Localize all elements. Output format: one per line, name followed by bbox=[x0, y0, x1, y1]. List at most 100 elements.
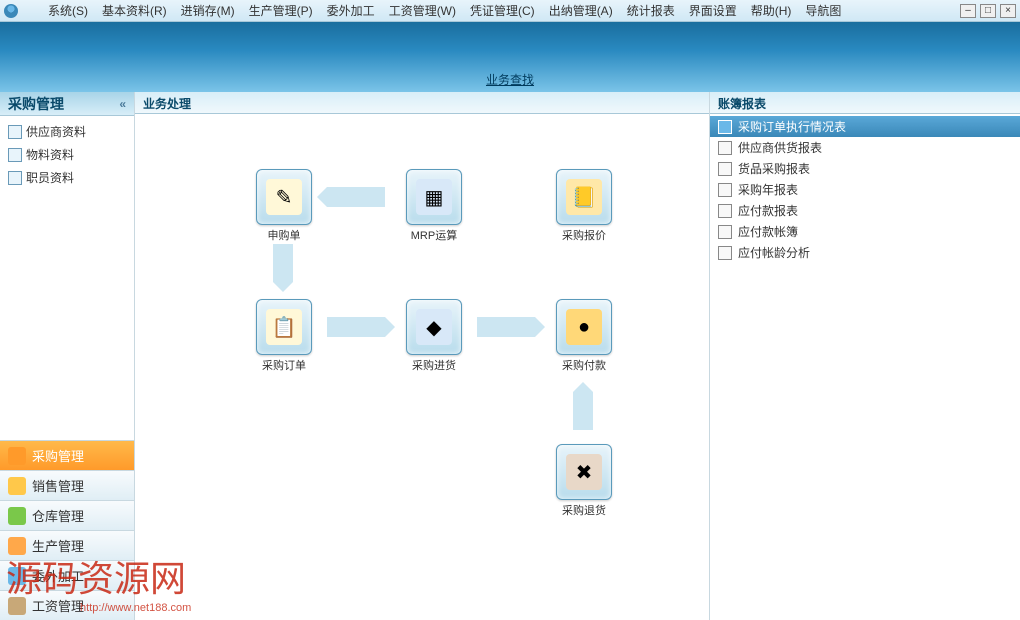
report-item[interactable]: 货品采购报表 bbox=[710, 158, 1020, 179]
flow-node-mrp[interactable]: ▦ MRP运算 bbox=[403, 169, 465, 243]
maximize-button[interactable]: □ bbox=[980, 4, 996, 18]
flow-tile[interactable]: 📋 bbox=[256, 299, 312, 355]
header-band: 业务查找 bbox=[0, 22, 1020, 92]
nav-label: 采购管理 bbox=[32, 446, 84, 465]
tile-icon: ▦ bbox=[416, 179, 452, 215]
report-label: 应付款帐簿 bbox=[738, 223, 798, 240]
nav-icon bbox=[8, 537, 26, 555]
menu-item[interactable]: 导航图 bbox=[799, 0, 847, 21]
left-panel-title: 采购管理 « bbox=[0, 92, 134, 116]
tree-item-label: 供应商资料 bbox=[26, 123, 86, 140]
tree-item[interactable]: 职员资料 bbox=[4, 166, 130, 189]
menu-item[interactable]: 凭证管理(C) bbox=[464, 0, 541, 21]
nav-button[interactable]: 仓库管理 bbox=[0, 500, 134, 530]
close-button[interactable]: × bbox=[1000, 4, 1016, 18]
flow-arrow bbox=[327, 317, 385, 337]
menu-item[interactable]: 进销存(M) bbox=[175, 0, 241, 21]
menu-bar: 系统(S)基本资料(R)进销存(M)生产管理(P)委外加工工资管理(W)凭证管理… bbox=[42, 0, 847, 21]
tile-icon: ✎ bbox=[266, 179, 302, 215]
flow-node-bj[interactable]: 📒采购报价 bbox=[553, 169, 615, 243]
flow-tile[interactable]: ✎ bbox=[256, 169, 312, 225]
window-controls: – □ × bbox=[960, 4, 1016, 18]
tile-icon: 📒 bbox=[566, 179, 602, 215]
flow-label: MRP运算 bbox=[403, 227, 465, 243]
nav-icon bbox=[8, 477, 26, 495]
flow-node-jh[interactable]: ◆采购进货 bbox=[403, 299, 465, 373]
menu-item[interactable]: 基本资料(R) bbox=[96, 0, 173, 21]
right-title: 账簿报表 bbox=[710, 92, 1020, 114]
nav-stack: 采购管理销售管理仓库管理生产管理委外加工工资管理 bbox=[0, 440, 134, 620]
flow-node-dd[interactable]: 📋采购订单 bbox=[253, 299, 315, 373]
menu-item[interactable]: 工资管理(W) bbox=[383, 0, 462, 21]
menu-item[interactable]: 界面设置 bbox=[683, 0, 743, 21]
flow-tile[interactable]: ◆ bbox=[406, 299, 462, 355]
nav-button[interactable]: 委外加工 bbox=[0, 560, 134, 590]
right-panel: 账簿报表 采购订单执行情况表供应商供货报表货品采购报表采购年报表应付款报表应付款… bbox=[710, 92, 1020, 620]
menu-item[interactable]: 帮助(H) bbox=[745, 0, 798, 21]
nav-icon bbox=[8, 567, 26, 585]
flow-tile[interactable]: ● bbox=[556, 299, 612, 355]
flow-node-th[interactable]: ✖ 采购退货 bbox=[553, 444, 615, 518]
menu-item[interactable]: 出纳管理(A) bbox=[543, 0, 619, 21]
report-label: 供应商供货报表 bbox=[738, 139, 822, 156]
tree-item-label: 物料资料 bbox=[26, 146, 74, 163]
flow-area: ✎ 申购单 ▦ MRP运算 📒采购报价 📋采购订单 ◆采购进货 ● 采购付款 ✖ 采购退货 bbox=[135, 114, 709, 620]
flow-label: 申购单 bbox=[253, 227, 315, 243]
report-label: 货品采购报表 bbox=[738, 160, 810, 177]
report-item[interactable]: 应付款报表 bbox=[710, 200, 1020, 221]
nav-icon bbox=[8, 447, 26, 465]
nav-button[interactable]: 生产管理 bbox=[0, 530, 134, 560]
nav-label: 生产管理 bbox=[32, 536, 84, 555]
menu-item[interactable]: 生产管理(P) bbox=[243, 0, 319, 21]
flow-node-fk[interactable]: ● 采购付款 bbox=[553, 299, 615, 373]
menu-item[interactable]: 委外加工 bbox=[321, 0, 381, 21]
title-bar: 系统(S)基本资料(R)进销存(M)生产管理(P)委外加工工资管理(W)凭证管理… bbox=[0, 0, 1020, 22]
flow-tile[interactable]: ▦ bbox=[406, 169, 462, 225]
flow-node-sgd[interactable]: ✎ 申购单 bbox=[253, 169, 315, 243]
flow-arrow bbox=[327, 187, 385, 207]
flow-tile[interactable]: ✖ bbox=[556, 444, 612, 500]
left-title-text: 采购管理 bbox=[8, 94, 64, 114]
report-item[interactable]: 采购年报表 bbox=[710, 179, 1020, 200]
nav-icon bbox=[8, 597, 26, 615]
menu-item[interactable]: 系统(S) bbox=[42, 0, 94, 21]
minimize-button[interactable]: – bbox=[960, 4, 976, 18]
report-item[interactable]: 供应商供货报表 bbox=[710, 137, 1020, 158]
flow-arrow bbox=[573, 392, 593, 430]
nav-label: 工资管理 bbox=[32, 596, 84, 615]
report-icon bbox=[718, 225, 732, 239]
center-title: 业务处理 bbox=[135, 92, 709, 114]
report-item[interactable]: 应付帐龄分析 bbox=[710, 242, 1020, 263]
nav-label: 仓库管理 bbox=[32, 506, 84, 525]
report-icon bbox=[718, 141, 732, 155]
doc-icon bbox=[8, 171, 22, 185]
report-label: 应付款报表 bbox=[738, 202, 798, 219]
left-panel: 采购管理 « 供应商资料物料资料职员资料 采购管理销售管理仓库管理生产管理委外加… bbox=[0, 92, 135, 620]
tree-item[interactable]: 物料资料 bbox=[4, 143, 130, 166]
report-label: 应付帐龄分析 bbox=[738, 244, 810, 261]
menu-item[interactable]: 统计报表 bbox=[621, 0, 681, 21]
main-area: 采购管理 « 供应商资料物料资料职员资料 采购管理销售管理仓库管理生产管理委外加… bbox=[0, 92, 1020, 620]
flow-arrow bbox=[477, 317, 535, 337]
nav-button[interactable]: 销售管理 bbox=[0, 470, 134, 500]
flow-label: 采购付款 bbox=[553, 357, 615, 373]
nav-button[interactable]: 采购管理 bbox=[0, 440, 134, 470]
tile-icon: ◆ bbox=[416, 309, 452, 345]
flow-tile[interactable]: 📒 bbox=[556, 169, 612, 225]
nav-icon bbox=[8, 507, 26, 525]
tree-list: 供应商资料物料资料职员资料 bbox=[0, 116, 134, 193]
business-search-link[interactable]: 业务查找 bbox=[486, 71, 534, 88]
report-item[interactable]: 采购订单执行情况表 bbox=[710, 116, 1020, 137]
user-icon bbox=[4, 4, 18, 18]
report-icon bbox=[718, 120, 732, 134]
report-item[interactable]: 应付款帐簿 bbox=[710, 221, 1020, 242]
center-panel: 业务处理 ✎ 申购单 ▦ MRP运算 📒采购报价 📋采购订单 ◆采购进货 ● 采购付款 ✖ 采购退货 bbox=[135, 92, 710, 620]
tree-item[interactable]: 供应商资料 bbox=[4, 120, 130, 143]
nav-button[interactable]: 工资管理 bbox=[0, 590, 134, 620]
doc-icon bbox=[8, 125, 22, 139]
collapse-icon[interactable]: « bbox=[119, 97, 126, 111]
flow-label: 采购退货 bbox=[553, 502, 615, 518]
flow-arrow bbox=[273, 244, 293, 282]
tile-icon: ✖ bbox=[566, 454, 602, 490]
doc-icon bbox=[8, 148, 22, 162]
